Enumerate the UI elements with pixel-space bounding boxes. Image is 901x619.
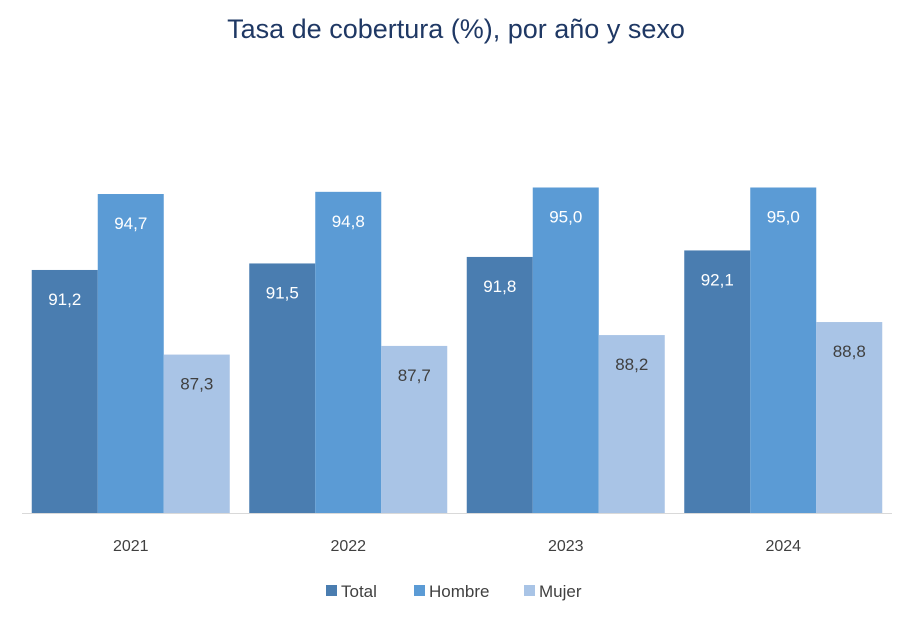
data-label: 88,8 [833, 342, 866, 361]
bar-mujer-2022 [381, 345, 448, 513]
x-tick-label: 2024 [765, 538, 801, 555]
bar-total-2024 [684, 250, 751, 513]
chart-title: Tasa de cobertura (%), por año y sexo [227, 14, 685, 44]
legend-label-mujer: Mujer [539, 582, 582, 601]
data-label: 91,5 [266, 283, 299, 302]
legend: Total Hombre Mujer [326, 582, 582, 601]
legend-swatch-hombre [414, 585, 425, 596]
bar-mujer-2024 [816, 322, 883, 513]
plot-area: 91,2 94,7 87,3 91,5 94,8 87,7 91,8 95,0 88,2 92,1… [31, 187, 883, 513]
data-label: 95,0 [549, 208, 582, 227]
data-label: 91,2 [48, 290, 81, 309]
legend-swatch-total [326, 585, 337, 596]
x-tick-label: 2023 [548, 538, 584, 555]
bar-mujer-2023 [598, 335, 665, 513]
data-label: 87,7 [398, 366, 431, 385]
bar-total-2021 [31, 269, 98, 513]
bar-mujer-2021 [163, 354, 230, 513]
legend-label-total: Total [341, 582, 377, 601]
x-tick-label: 2021 [113, 538, 149, 555]
bar-hombre-2024 [750, 187, 817, 513]
data-label: 92,1 [701, 270, 734, 289]
legend-label-hombre: Hombre [429, 582, 489, 601]
data-label: 94,8 [332, 212, 365, 231]
data-label: 95,0 [767, 208, 800, 227]
x-axis-ticks: 2021 2022 2023 2024 [113, 538, 801, 555]
bar-hombre-2021 [97, 194, 164, 513]
bar-total-2022 [249, 263, 316, 513]
data-label: 88,2 [615, 355, 648, 374]
bar-hombre-2023 [532, 187, 599, 513]
data-label: 87,3 [180, 375, 213, 394]
bar-total-2023 [466, 256, 533, 513]
data-label: 94,7 [114, 214, 147, 233]
legend-swatch-mujer [524, 585, 535, 596]
data-label: 91,8 [483, 277, 516, 296]
bar-hombre-2022 [315, 191, 382, 513]
x-tick-label: 2022 [330, 538, 366, 555]
